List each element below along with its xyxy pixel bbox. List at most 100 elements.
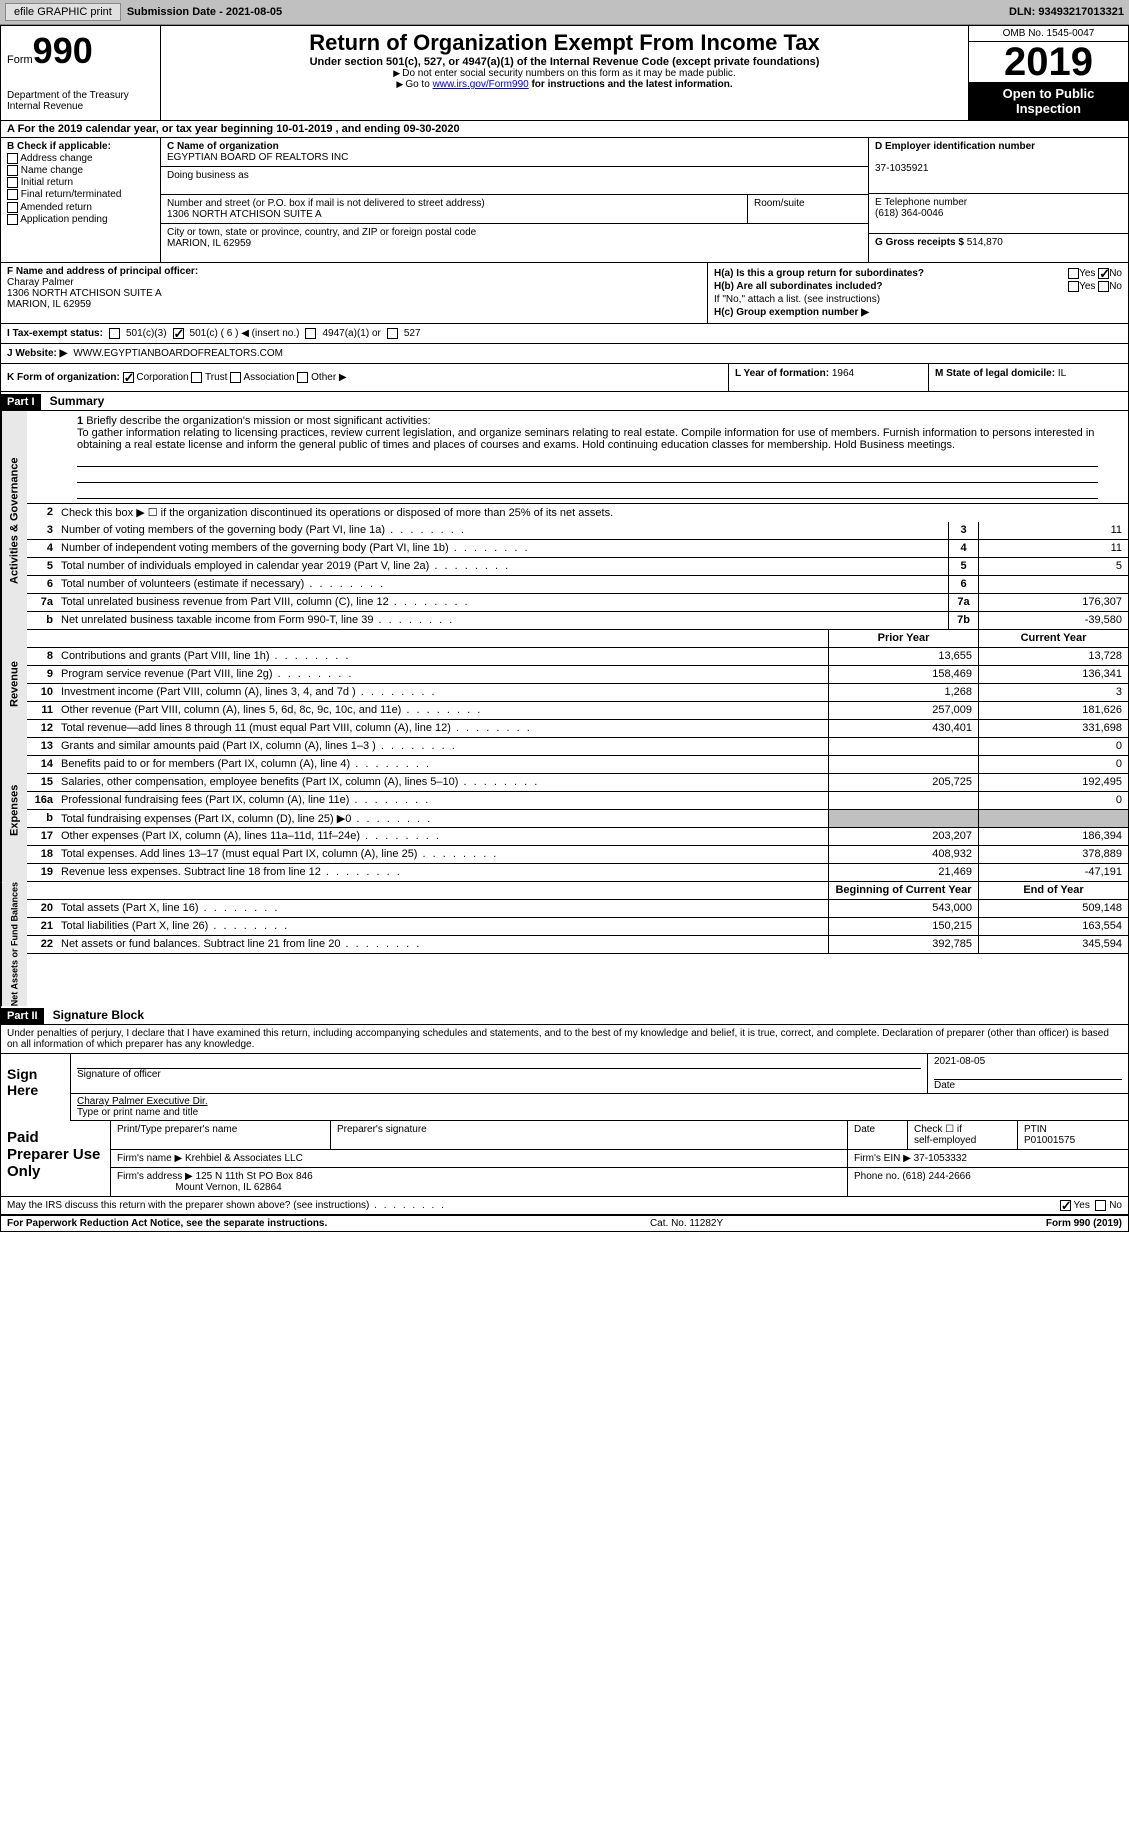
line-value: 176,307 (978, 594, 1128, 611)
cb-name-change[interactable]: Name change (7, 165, 154, 176)
form-title: Return of Organization Exempt From Incom… (169, 30, 960, 56)
firm-addr-label: Firm's address ▶ (117, 1171, 193, 1182)
prior-year-header: Prior Year (828, 630, 978, 647)
part2-header-row: Part II Signature Block (1, 1006, 1128, 1025)
year-formation-value: 1964 (832, 368, 854, 379)
irs-discuss-text: May the IRS discuss this return with the… (7, 1200, 446, 1211)
data-line: 19Revenue less expenses. Subtract line 1… (27, 864, 1128, 882)
revenue-section: Revenue Prior Year Current Year 8Contrib… (1, 630, 1128, 738)
prior-value: 408,932 (828, 846, 978, 863)
box-c: C Name of organization EGYPTIAN BOARD OF… (161, 138, 868, 262)
section-f-h: F Name and address of principal officer:… (1, 263, 1128, 324)
current-value: 3 (978, 684, 1128, 701)
line-num: 7a (27, 594, 57, 611)
box-b-header: B Check if applicable: (7, 141, 154, 152)
data-line: bTotal fundraising expenses (Part IX, co… (27, 810, 1128, 828)
firm-ein-value: 37-1053332 (914, 1153, 967, 1164)
q2-text: Check this box ▶ ☐ if the organization d… (57, 504, 1128, 522)
line-desc: Total revenue—add lines 8 through 11 (mu… (57, 720, 828, 737)
cb-4947[interactable] (305, 328, 316, 339)
part1-badge: Part I (1, 394, 41, 410)
irs-link[interactable]: www.irs.gov/Form990 (433, 79, 529, 90)
efile-button[interactable]: efile GRAPHIC print (5, 3, 121, 21)
line-value: -39,580 (978, 612, 1128, 629)
org-name-label: C Name of organization (167, 141, 279, 152)
cb-527[interactable] (387, 328, 398, 339)
line-num: 12 (27, 720, 57, 737)
part2-badge: Part II (1, 1008, 44, 1024)
phone-label: E Telephone number (875, 197, 967, 208)
h-a-no[interactable] (1098, 268, 1109, 279)
gov-line: 6Total number of volunteers (estimate if… (27, 576, 1128, 594)
firm-ein-label: Firm's EIN ▶ (854, 1153, 911, 1164)
gross-value: 514,870 (967, 237, 1003, 248)
line-desc: Total number of volunteers (estimate if … (57, 576, 948, 593)
cb-other[interactable] (297, 372, 308, 383)
website-label: J Website: ▶ (7, 348, 67, 359)
data-line: 12Total revenue—add lines 8 through 11 (… (27, 720, 1128, 738)
sig-name-label: Type or print name and title (77, 1107, 198, 1118)
cb-association[interactable] (230, 372, 241, 383)
gov-line: 4Number of independent voting members of… (27, 540, 1128, 558)
cb-trust[interactable] (191, 372, 202, 383)
data-line: 8Contributions and grants (Part VIII, li… (27, 648, 1128, 666)
h-b-no[interactable] (1098, 281, 1109, 292)
data-line: 18Total expenses. Add lines 13–17 (must … (27, 846, 1128, 864)
line-desc: Number of voting members of the governin… (57, 522, 948, 539)
toolbar: efile GRAPHIC print Submission Date - 20… (0, 0, 1129, 25)
dln-label: DLN: 93493217013321 (1009, 6, 1124, 18)
h-b-yes[interactable] (1068, 281, 1079, 292)
dba-label: Doing business as (167, 170, 249, 181)
sign-here-label: Sign Here (1, 1054, 71, 1121)
current-value: 0 (978, 738, 1128, 755)
tax-status-label: I Tax-exempt status: (7, 328, 103, 339)
h-a-yes[interactable] (1068, 268, 1079, 279)
discuss-no[interactable] (1095, 1200, 1106, 1211)
line-num: 22 (27, 936, 57, 953)
street-label: Number and street (or P.O. box if mail i… (167, 198, 485, 209)
paid-preparer-block: Paid Preparer Use Only Print/Type prepar… (1, 1121, 1128, 1197)
part2-title: Signature Block (47, 1006, 150, 1024)
ein-label: D Employer identification number (875, 141, 1035, 152)
net-assets-section: Net Assets or Fund Balances Beginning of… (1, 882, 1128, 1006)
cb-initial-return[interactable]: Initial return (7, 177, 154, 188)
begin-year-header: Beginning of Current Year (828, 882, 978, 899)
cat-number: Cat. No. 11282Y (327, 1218, 1046, 1229)
preparer-name-label: Print/Type preparer's name (111, 1121, 331, 1149)
cb-amended-return[interactable]: Amended return (7, 202, 154, 213)
cb-address-change[interactable]: Address change (7, 153, 154, 164)
current-value: 192,495 (978, 774, 1128, 791)
cb-final-return[interactable]: Final return/terminated (7, 189, 154, 200)
prior-value: 205,725 (828, 774, 978, 791)
current-value: 345,594 (978, 936, 1128, 953)
cb-501c3[interactable] (109, 328, 120, 339)
cb-501c[interactable] (173, 328, 184, 339)
firm-addr1: 125 N 11th St PO Box 846 (196, 1171, 313, 1182)
cb-application-pending[interactable]: Application pending (7, 214, 154, 225)
q1-num: 1 (77, 415, 83, 427)
h-c-label: H(c) Group exemption number ▶ (714, 307, 869, 318)
firm-name-value: Krehbiel & Associates LLC (185, 1153, 303, 1164)
line-num: 14 (27, 756, 57, 773)
expenses-section: Expenses 13Grants and similar amounts pa… (1, 738, 1128, 882)
gross-label: G Gross receipts $ (875, 237, 964, 248)
line-value: 11 (978, 540, 1128, 557)
line-num: 4 (27, 540, 57, 557)
form-subtitle: Under section 501(c), 527, or 4947(a)(1)… (169, 56, 960, 68)
form-number: 990 (33, 30, 93, 71)
line-num: 6 (27, 576, 57, 593)
note-ssn: Do not enter social security numbers on … (169, 68, 960, 79)
line-box: 4 (948, 540, 978, 557)
end-year-header: End of Year (978, 882, 1128, 899)
room-label: Room/suite (754, 198, 805, 209)
line-desc: Grants and similar amounts paid (Part IX… (57, 738, 828, 755)
discuss-yes[interactable] (1060, 1200, 1071, 1211)
mission-block: 1 Briefly describe the organization's mi… (27, 411, 1128, 504)
data-line: 14Benefits paid to or for members (Part … (27, 756, 1128, 774)
header-middle: Return of Organization Exempt From Incom… (161, 26, 968, 120)
current-value: -47,191 (978, 864, 1128, 881)
prior-value (828, 738, 978, 755)
irs-discuss-row: May the IRS discuss this return with the… (1, 1197, 1128, 1216)
street-value: 1306 NORTH ATCHISON SUITE A (167, 209, 322, 220)
cb-corporation[interactable] (123, 372, 134, 383)
